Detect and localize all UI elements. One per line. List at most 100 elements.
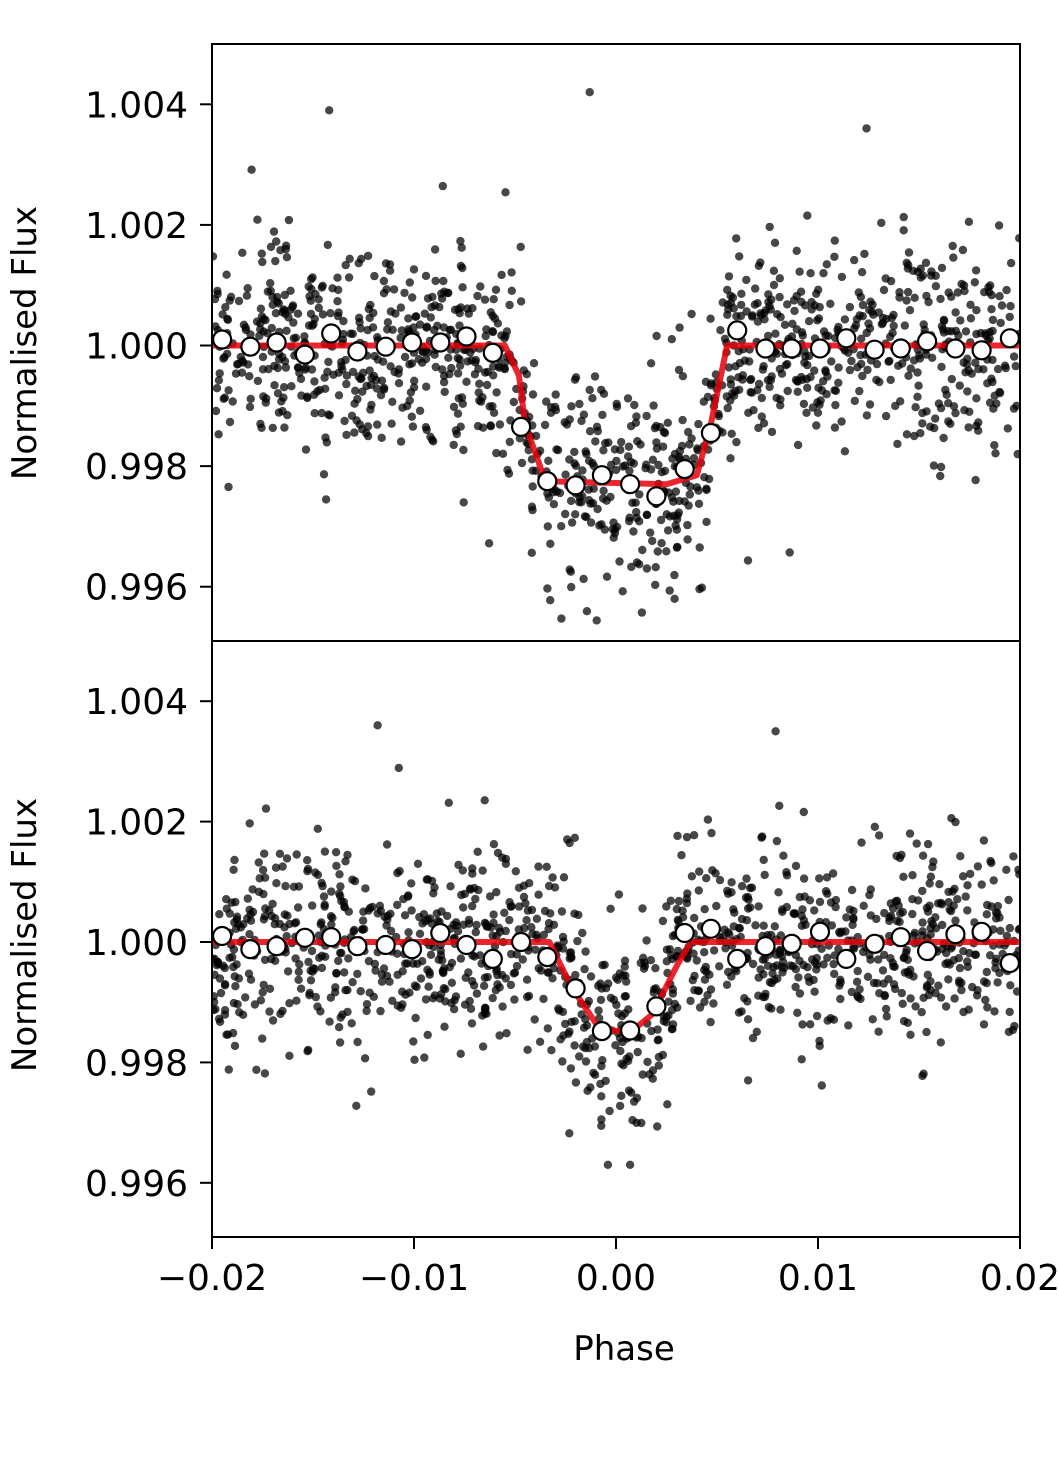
raw-data-point: [521, 899, 530, 908]
binned-data-point: [916, 940, 938, 962]
raw-data-point: [892, 851, 901, 861]
raw-data-point: [924, 990, 933, 1000]
binned-data-point: [727, 948, 748, 970]
raw-data-point: [212, 384, 222, 393]
raw-data-point: [881, 1004, 891, 1014]
binned-data-point: [755, 338, 776, 359]
raw-data-point: [669, 497, 678, 506]
raw-data-point: [906, 364, 915, 373]
raw-data-point: [663, 1100, 672, 1109]
raw-data-point: [822, 260, 831, 269]
raw-data-point: [772, 961, 782, 970]
raw-data-point: [388, 325, 397, 334]
raw-data-point: [259, 327, 268, 336]
raw-data-point: [1012, 987, 1020, 996]
raw-data-point: [407, 412, 416, 421]
raw-data-point: [239, 320, 249, 329]
raw-data-point: [450, 305, 460, 314]
raw-data-point: [741, 893, 751, 902]
raw-data-point: [565, 1129, 574, 1138]
raw-data-point: [214, 376, 224, 385]
binned-data-point: [565, 475, 586, 496]
raw-data-point: [440, 1022, 449, 1031]
raw-data-point: [369, 992, 378, 1001]
raw-data-point: [673, 831, 682, 841]
raw-data-point: [615, 969, 625, 978]
raw-data-point: [543, 522, 552, 531]
raw-data-point: [377, 433, 386, 442]
raw-data-point: [348, 875, 357, 884]
raw-data-point: [810, 906, 819, 915]
raw-data-point: [682, 832, 692, 842]
raw-data-point: [449, 440, 458, 450]
raw-data-point: [566, 1064, 576, 1073]
raw-data-point: [947, 327, 956, 336]
raw-data-point: [212, 954, 219, 963]
raw-data-point: [480, 295, 490, 304]
raw-data-point: [689, 949, 698, 958]
raw-data-point: [626, 422, 636, 431]
raw-data-point: [256, 419, 265, 429]
raw-data-point: [531, 945, 540, 954]
raw-data-point: [395, 866, 404, 876]
raw-data-point: [944, 975, 953, 984]
binned-data-point: [212, 329, 233, 350]
raw-data-point: [539, 930, 548, 940]
raw-data-point: [365, 313, 374, 323]
raw-data-point: [488, 362, 498, 371]
raw-data-point: [900, 953, 909, 962]
raw-data-point: [1003, 424, 1012, 433]
raw-data-point: [683, 889, 692, 898]
binned-data-point: [727, 320, 748, 341]
raw-data-point: [466, 1004, 476, 1013]
raw-data-point: [222, 270, 231, 279]
raw-data-point: [304, 1045, 313, 1055]
raw-data-point: [895, 288, 904, 297]
raw-data-point: [548, 873, 557, 882]
raw-data-point: [945, 905, 954, 914]
raw-data-point: [653, 547, 662, 556]
raw-data-point: [221, 303, 230, 312]
raw-data-point: [478, 1042, 488, 1051]
raw-data-point: [415, 929, 425, 938]
raw-data-point: [965, 407, 974, 416]
raw-data-point: [951, 408, 960, 418]
binned-data-point: [646, 996, 667, 1017]
raw-data-point: [231, 982, 240, 991]
raw-data-point: [1005, 312, 1014, 322]
raw-data-point: [849, 913, 858, 922]
raw-data-point: [303, 392, 312, 401]
raw-data-point: [266, 286, 275, 296]
raw-data-point: [638, 1070, 647, 1079]
raw-data-point: [906, 994, 915, 1003]
raw-data-point: [800, 347, 809, 356]
raw-data-point: [948, 887, 957, 896]
raw-data-point: [324, 357, 333, 367]
raw-data-point: [925, 901, 934, 910]
raw-data-point: [383, 911, 392, 920]
raw-data-point: [970, 278, 979, 287]
raw-data-point: [478, 866, 487, 875]
binned-data-point: [401, 332, 423, 353]
raw-data-point: [991, 449, 1000, 458]
raw-data-point: [282, 854, 292, 863]
raw-data-point: [802, 374, 811, 384]
raw-data-point: [430, 350, 439, 359]
raw-data-point: [939, 316, 949, 325]
raw-data-point: [617, 1091, 626, 1101]
raw-data-point: [351, 386, 360, 395]
raw-data-point: [495, 420, 505, 429]
raw-data-point: [271, 863, 281, 872]
raw-data-point: [398, 987, 407, 996]
raw-data-point: [584, 456, 594, 465]
top-binned-points: [212, 320, 1020, 507]
raw-data-point: [770, 238, 780, 247]
raw-data-point: [642, 411, 651, 421]
raw-data-point: [951, 916, 960, 925]
raw-data-point: [212, 997, 219, 1007]
binned-data-point: [700, 918, 722, 939]
raw-data-point: [910, 928, 919, 938]
raw-data-point: [937, 263, 947, 273]
binned-data-point: [945, 924, 966, 945]
raw-data-point: [996, 926, 1005, 935]
